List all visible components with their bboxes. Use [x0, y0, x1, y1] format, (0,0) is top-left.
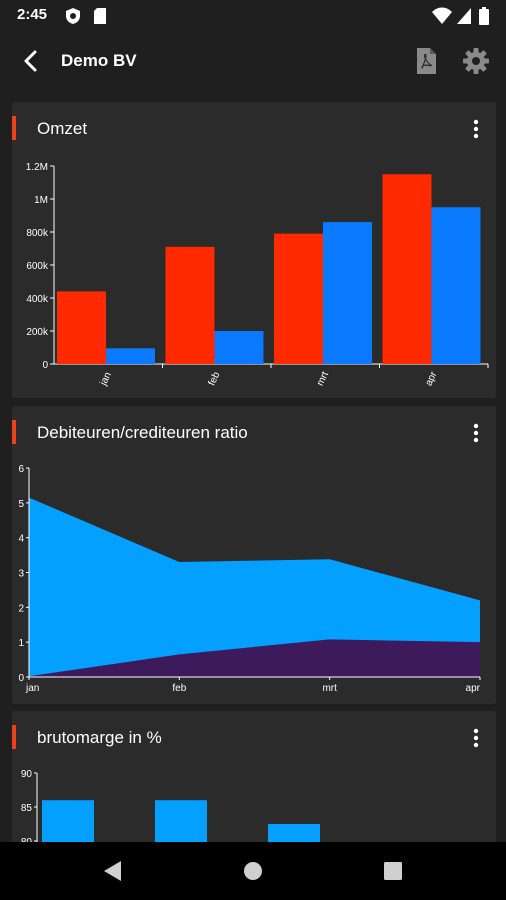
- ratio-area-chart: 0 1 2 3 4 5 6 jan feb mrt apr: [18, 464, 481, 694]
- y-tick-label: 200k: [26, 327, 49, 338]
- y-tick-label: 3: [18, 569, 24, 580]
- brutomarge-card: brutomarge in % 808590: [12, 711, 496, 851]
- bar: [106, 348, 155, 364]
- y-tick-label: 5: [18, 499, 24, 510]
- y-tick-label: 4: [18, 534, 24, 545]
- x-tick-label: mrt: [315, 370, 331, 388]
- shield-icon: [66, 8, 80, 24]
- card-accent: [12, 725, 16, 749]
- pdf-icon[interactable]: [410, 45, 442, 77]
- bar: [431, 207, 481, 364]
- bar: [323, 222, 372, 364]
- signal-icon: [457, 8, 471, 24]
- y-tick-label: 2: [18, 603, 24, 614]
- brutomarge-bar-chart: 808590: [21, 769, 320, 851]
- card-accent: [12, 420, 16, 444]
- x-tick-label: apr: [423, 369, 439, 387]
- x-tick-label: jan: [25, 683, 39, 694]
- y-tick-label: 0: [42, 360, 48, 371]
- area-series: [29, 639, 480, 677]
- y-tick-label: 400k: [26, 294, 49, 305]
- page-title: Demo BV: [61, 51, 137, 70]
- y-tick-label: 85: [21, 803, 33, 814]
- x-tick-label: feb: [172, 683, 186, 694]
- omzet-card: Omzet 0 200k 400k 600k 800k 1M 1.2M jan feb mrt ap…: [12, 102, 496, 398]
- bar: [57, 291, 106, 364]
- wifi-icon: [432, 7, 452, 24]
- more-vert-icon[interactable]: [470, 118, 482, 140]
- omzet-bar-chart: 0 200k 400k 600k 800k 1M 1.2M jan feb mrt apr: [26, 162, 489, 389]
- card-title: Debiteuren/crediteuren ratio: [37, 423, 248, 442]
- x-tick-label: feb: [207, 370, 223, 388]
- gear-icon[interactable]: [460, 45, 492, 77]
- y-tick-label: 6: [18, 464, 24, 475]
- y-tick-label: 1M: [34, 195, 48, 206]
- system-nav-bar: [0, 842, 506, 900]
- sd-card-icon: [94, 8, 106, 24]
- bar: [382, 174, 432, 364]
- bar: [165, 246, 215, 364]
- bar: [274, 233, 323, 364]
- x-tick-label: mrt: [322, 683, 337, 694]
- battery-icon: [479, 7, 489, 25]
- nav-home-icon[interactable]: [240, 858, 266, 884]
- y-tick-label: 600k: [26, 261, 49, 272]
- bar: [214, 331, 264, 364]
- card-title: Omzet: [37, 119, 88, 138]
- app-bar: Demo BV: [0, 32, 506, 90]
- x-tick-label: jan: [98, 371, 114, 389]
- y-tick-label: 1: [18, 638, 24, 649]
- more-vert-icon[interactable]: [470, 422, 482, 444]
- y-tick-label: 1.2M: [26, 162, 48, 173]
- arrow-back-icon[interactable]: [14, 45, 48, 77]
- more-vert-icon[interactable]: [470, 727, 482, 749]
- card-accent: [12, 116, 16, 140]
- nav-recents-icon[interactable]: [380, 858, 406, 884]
- y-tick-label: 90: [21, 769, 33, 780]
- area-series: [29, 497, 480, 677]
- status-time: 2:45: [17, 6, 48, 23]
- ratio-card: Debiteuren/crediteuren ratio 0 1 2 3 4 5 6 jan f…: [12, 406, 496, 704]
- y-tick-label: 0: [18, 673, 24, 684]
- nav-back-icon[interactable]: [100, 858, 126, 884]
- status-bar: 2:45: [0, 0, 506, 32]
- y-tick-label: 800k: [26, 228, 49, 239]
- card-title: brutomarge in %: [37, 728, 162, 747]
- x-tick-label: apr: [466, 683, 481, 694]
